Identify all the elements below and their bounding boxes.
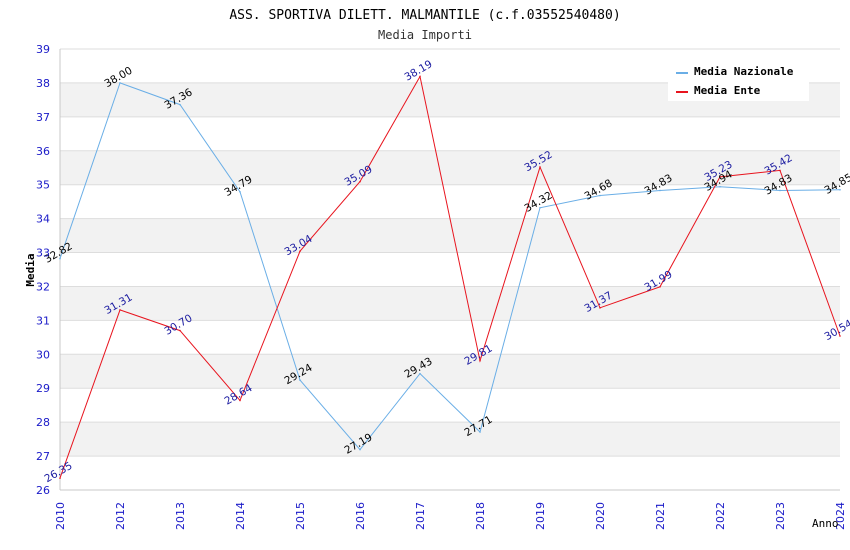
y-tick-label: 39 xyxy=(36,43,50,56)
data-point xyxy=(119,309,121,311)
y-tick-label: 30 xyxy=(36,348,50,361)
y-tick-label: 32 xyxy=(36,280,50,293)
x-tick-label: 2014 xyxy=(234,502,247,530)
data-point xyxy=(179,329,181,332)
data-point xyxy=(839,188,841,191)
data-point xyxy=(539,166,541,168)
x-tick-label: 2020 xyxy=(594,502,607,530)
data-point xyxy=(539,206,541,209)
data-point xyxy=(779,189,781,192)
x-tick-label: 2023 xyxy=(774,502,787,530)
y-tick-label: 28 xyxy=(36,416,50,429)
data-point xyxy=(479,359,481,362)
y-tick-label: 34 xyxy=(36,213,50,226)
x-tick-label: 2018 xyxy=(474,502,487,530)
y-tick-labels: 26 27 28 29 30 31 32 33 34 35 36 37 38 39 xyxy=(36,43,50,497)
y-tick-label: 35 xyxy=(36,179,50,192)
data-point xyxy=(359,180,361,183)
legend-label-media-nazionale: Media Nazionale xyxy=(694,65,794,78)
y-tick-label: 37 xyxy=(36,111,50,124)
y-tick-label: 36 xyxy=(36,145,50,158)
data-point xyxy=(659,189,661,192)
data-point xyxy=(299,379,301,381)
y-tick-label: 29 xyxy=(36,382,50,395)
band xyxy=(60,218,840,253)
data-point xyxy=(419,372,421,375)
legend-label-media-ente: Media Ente xyxy=(694,84,761,97)
x-tick-label: 2021 xyxy=(654,502,667,530)
x-tick-label: 2019 xyxy=(534,502,547,530)
data-point xyxy=(59,477,61,479)
x-tick-label: 2017 xyxy=(414,502,427,530)
chart-subtitle: Media Importi xyxy=(378,28,472,42)
y-tick-label: 27 xyxy=(36,450,50,463)
y-tick-label: 26 xyxy=(36,484,50,497)
x-axis-title: Anno xyxy=(812,517,839,530)
plot-bands xyxy=(60,82,840,457)
series-line-media-nazionale xyxy=(59,82,841,451)
series-line-media-ente xyxy=(59,75,841,479)
band xyxy=(60,150,840,185)
data-point xyxy=(719,185,721,188)
x-tick-label: 2024 xyxy=(834,502,847,530)
data-point xyxy=(479,431,481,433)
data-point xyxy=(599,307,601,309)
data-point xyxy=(659,286,661,288)
x-tick-label: 2013 xyxy=(174,502,187,530)
data-point xyxy=(599,194,601,197)
legend-box xyxy=(668,60,809,101)
data-point xyxy=(839,335,841,337)
x-tick-label: 2012 xyxy=(114,502,127,530)
x-tick-label: 2015 xyxy=(294,502,307,530)
series-lines xyxy=(59,75,841,479)
y-tick-label: 33 xyxy=(36,247,50,260)
data-point xyxy=(359,448,361,451)
legend: Media Nazionale Media Ente xyxy=(668,60,809,101)
data-point xyxy=(779,169,781,172)
x-tick-label: 2010 xyxy=(54,502,67,530)
band xyxy=(60,422,840,457)
data-point xyxy=(179,103,181,106)
y-tick-label: 38 xyxy=(36,77,50,90)
data-point xyxy=(119,82,121,84)
y-tick-label: 31 xyxy=(36,314,50,327)
x-tick-labels: 2010 2012 2013 2014 2015 2016 2017 2018 2019 2020… xyxy=(54,502,847,530)
data-point xyxy=(239,399,241,402)
x-tick-label: 2022 xyxy=(714,502,727,530)
band xyxy=(60,354,840,389)
y-axis-title: Media xyxy=(24,253,37,286)
data-point xyxy=(59,257,61,260)
axes xyxy=(59,49,840,491)
data-point xyxy=(239,191,241,193)
data-point xyxy=(299,250,301,252)
chart-title: ASS. SPORTIVA DILETT. MALMANTILE (c.f.03… xyxy=(229,8,620,23)
band xyxy=(60,286,840,321)
data-point xyxy=(419,75,421,78)
data-point xyxy=(719,176,721,178)
x-tick-label: 2016 xyxy=(354,502,367,530)
